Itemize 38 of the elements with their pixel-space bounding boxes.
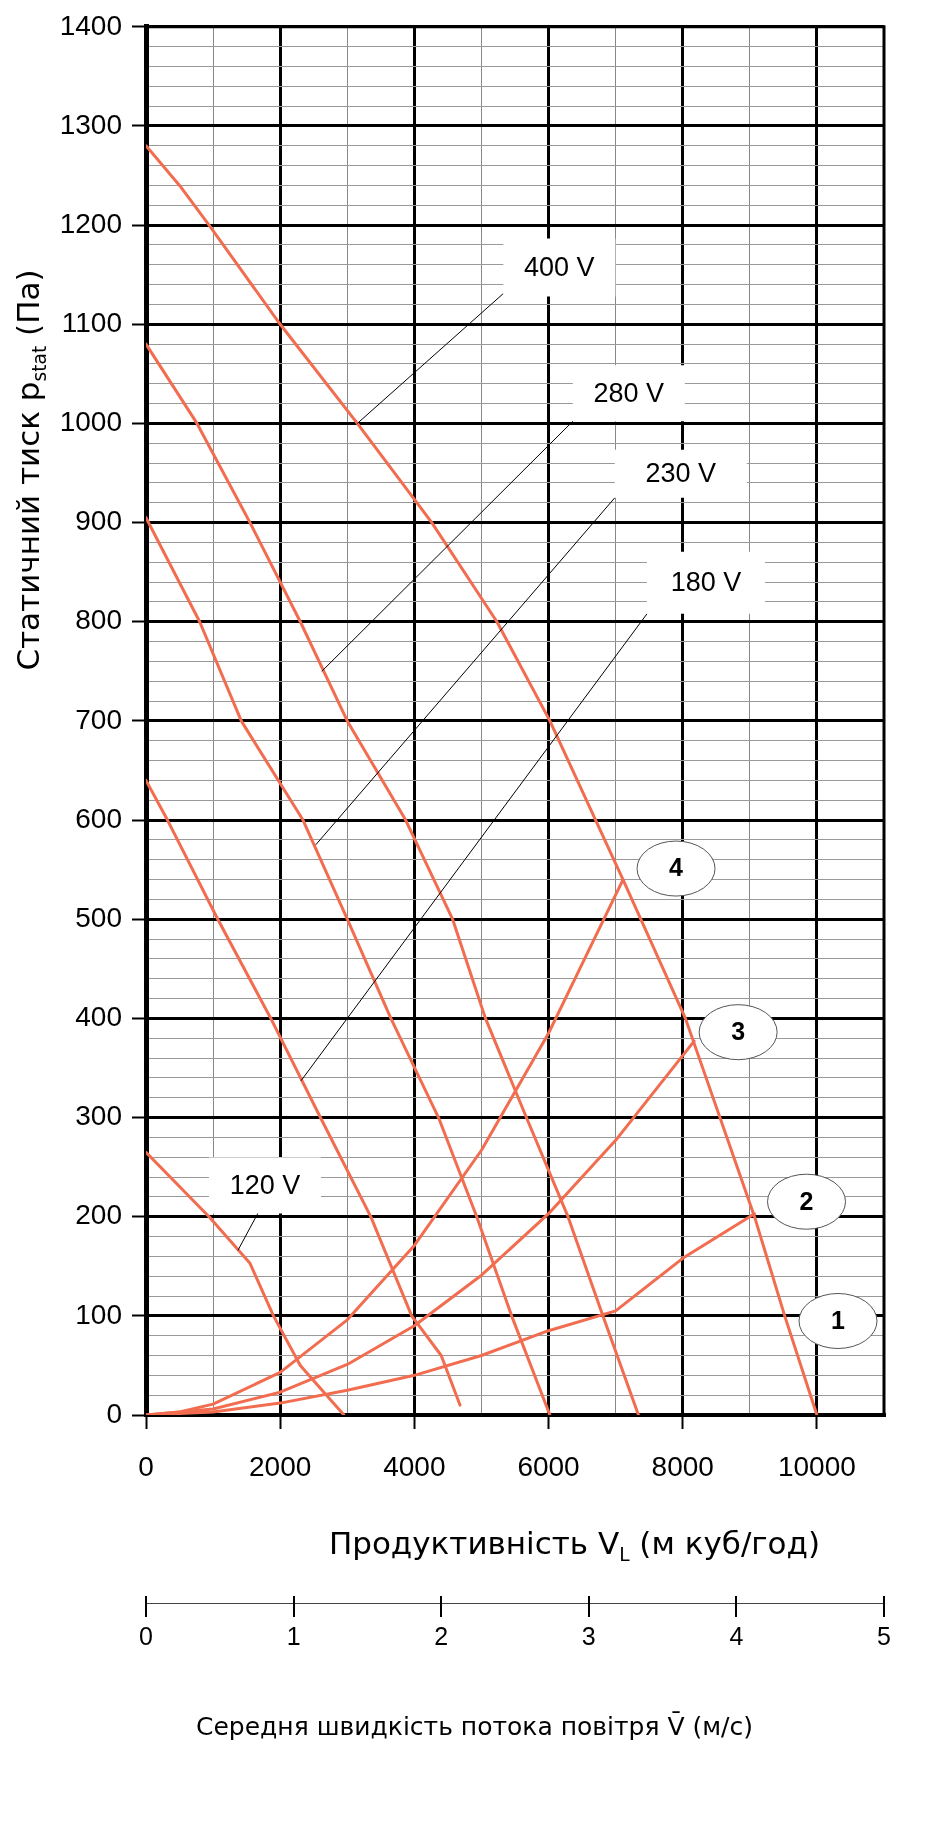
y-tick-label: 100 — [75, 1298, 122, 1330]
y-tick-label: 900 — [75, 505, 122, 537]
y-tick-label: 600 — [75, 802, 122, 834]
annotation: 1 — [831, 1305, 846, 1334]
y-tick-label: 500 — [75, 901, 122, 933]
y-tick-label: 1400 — [59, 9, 122, 41]
x2-tick-label: 0 — [139, 1621, 153, 1650]
y-tick-label: 400 — [75, 1001, 122, 1033]
annotation: 180 V — [670, 567, 742, 598]
x-tick-label: 6000 — [517, 1450, 580, 1482]
annotation: 2 — [799, 1186, 814, 1215]
y-tick-label: 700 — [75, 703, 122, 735]
x-tick-label: 4000 — [383, 1450, 446, 1482]
annotation: 230 V — [645, 458, 717, 489]
x2-tick-label: 5 — [877, 1621, 891, 1650]
x-tick-label: 2000 — [249, 1450, 312, 1482]
y-tick-label: 1000 — [59, 406, 122, 438]
annotation: 120 V — [229, 1169, 301, 1200]
annotation: 280 V — [593, 377, 665, 408]
annotation: 400 V — [524, 251, 595, 282]
x2-tick-label: 3 — [581, 1621, 596, 1650]
y-tick-label: 1300 — [59, 108, 122, 140]
x2-tick-label: 1 — [286, 1621, 301, 1650]
x2-tick-label: 4 — [729, 1621, 744, 1650]
x-tick-label: 10000 — [777, 1450, 856, 1482]
y-tick-label: 1200 — [59, 207, 122, 239]
x-tick-label: 0 — [138, 1450, 154, 1482]
x-tick-label: 8000 — [651, 1450, 714, 1482]
y-tick-label: 800 — [75, 604, 122, 636]
x2-tick-label: 2 — [434, 1621, 449, 1650]
y-tick-label: 200 — [75, 1199, 122, 1231]
x-axis-title: Продуктивність V$_{L}$ (м куб/год) — [327, 1525, 822, 1566]
x2-axis-title: Середня швидкість потока повітря V̄ (м/с) — [194, 1712, 755, 1741]
y-tick-label: 1100 — [61, 306, 122, 338]
y-tick-label: 0 — [106, 1397, 122, 1429]
annotation: 4 — [669, 853, 684, 882]
annotation: 3 — [731, 1017, 746, 1046]
y-tick-label: 300 — [75, 1100, 122, 1132]
